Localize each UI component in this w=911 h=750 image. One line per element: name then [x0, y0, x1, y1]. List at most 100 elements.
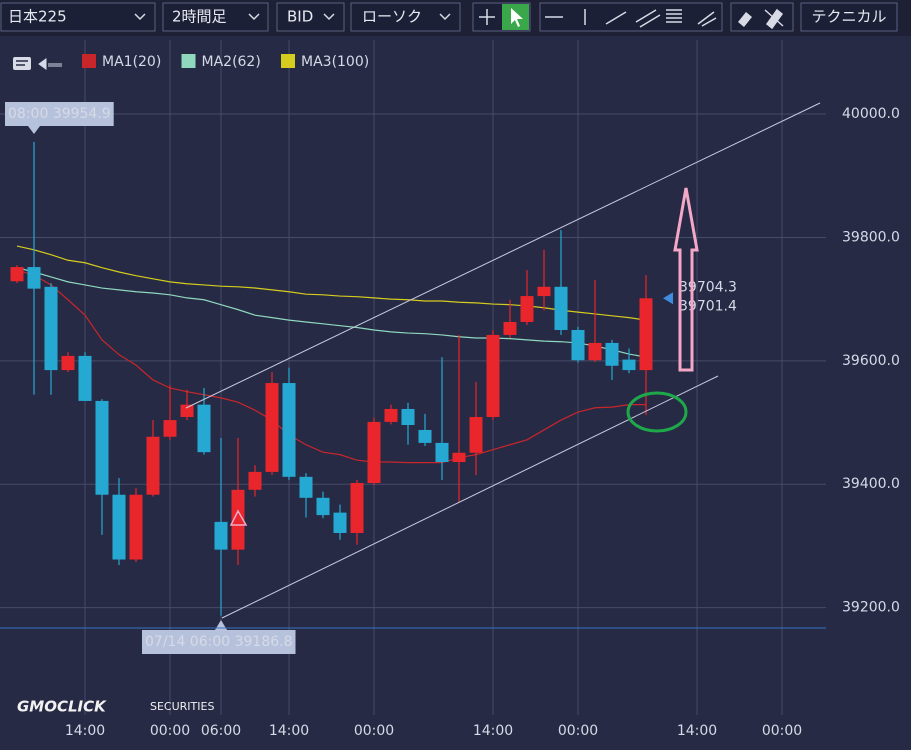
button[interactable] [800, 2, 898, 32]
candle-body [469, 416, 483, 453]
candle-body [44, 286, 58, 371]
candle-body [333, 512, 347, 533]
price-type-select[interactable]: BID [276, 2, 345, 32]
candle-body [571, 329, 585, 361]
candle-body [10, 267, 24, 282]
symbol-select[interactable]: 日本225 [0, 2, 156, 32]
symbol[interactable]: 日本225 [8, 8, 67, 26]
x-tick-label: 14:00 [269, 723, 309, 739]
crosshair-button[interactable] [479, 9, 495, 25]
collapse-icon[interactable] [38, 58, 62, 70]
candle-body [452, 452, 466, 463]
timeframe[interactable]: 2時間足 [172, 8, 227, 26]
candle-body [129, 494, 143, 560]
x-tick-label: 14:00 [65, 723, 105, 739]
ma-line [16, 267, 647, 358]
dropdown[interactable] [350, 2, 461, 32]
trend-line [221, 375, 719, 619]
candle-body [299, 476, 313, 498]
candle-body [588, 342, 602, 361]
x-tick-label: 00:00 [762, 723, 802, 739]
candle-body [27, 267, 41, 289]
erase-all-button[interactable] [764, 8, 784, 30]
chevron [248, 13, 260, 21]
channel-button[interactable] [635, 9, 661, 28]
candle-body [537, 286, 551, 297]
candle-body [350, 483, 364, 533]
chevron [323, 13, 335, 21]
technical[interactable]: テクニカル [811, 8, 886, 26]
chevron [439, 13, 451, 21]
x-tick-label: 00:00 [558, 723, 598, 739]
comment-lines [16, 60, 28, 66]
candle-body [78, 355, 92, 401]
dropdown[interactable] [162, 2, 269, 32]
candle-body [486, 334, 500, 417]
candle-body [265, 383, 279, 472]
candle-body [231, 489, 245, 550]
candle-body [418, 429, 432, 443]
y-tick-label: 39200.0 [842, 600, 900, 616]
candle-body [639, 298, 653, 371]
legend-swatch [281, 54, 295, 68]
candle-body [112, 494, 126, 560]
x-tick-label: 06:00 [201, 723, 241, 739]
chart-style[interactable]: ローソク [362, 8, 422, 26]
annotation-box [5, 102, 114, 126]
candle-body [520, 296, 534, 322]
annotation-pointer [28, 126, 40, 134]
candle-body [214, 521, 228, 550]
y-tick-label: 40000.0 [842, 106, 900, 122]
candle-body [503, 321, 517, 335]
price-type[interactable]: BID [287, 8, 313, 26]
button-group [730, 2, 794, 32]
cursor-icon [511, 8, 523, 27]
legend-label: MA1(20) [102, 54, 161, 70]
y-tick-label: 39600.0 [842, 353, 900, 369]
annotation-box [142, 630, 296, 654]
candle-body [435, 442, 449, 463]
annotation: 08:00 39954.9 [5, 102, 114, 134]
dropdown[interactable] [276, 2, 345, 32]
annotation-text: 07/14 06:00 39186.8 [145, 634, 293, 650]
comment-icon[interactable] [13, 57, 31, 70]
trendline-button[interactable] [605, 11, 627, 25]
logo-brand: GMOCLICK [17, 698, 107, 716]
timeframe-select[interactable]: 2時間足 [162, 2, 269, 32]
highlight-circle [626, 391, 688, 433]
candle-body [401, 408, 415, 426]
button-group [539, 2, 723, 32]
candle-body [622, 359, 636, 371]
technical-button[interactable]: テクニカル [800, 2, 898, 32]
legend-icons [13, 57, 62, 70]
chevron [134, 13, 146, 21]
candle-body [554, 286, 568, 330]
fan-button[interactable] [697, 11, 717, 27]
eraser-button[interactable] [738, 12, 752, 27]
legend-label: MA2(62) [202, 54, 261, 70]
fibo-button[interactable] [666, 9, 682, 23]
signal-marker [229, 509, 248, 526]
candle-body [163, 420, 177, 437]
annotation-text: 08:00 39954.9 [8, 106, 111, 122]
legend-label: MA3(100) [301, 54, 369, 70]
candle-body [248, 471, 262, 490]
candle-body [605, 342, 619, 366]
x-tick-label: 14:00 [473, 723, 513, 739]
ma-line [16, 245, 647, 321]
dropdown[interactable] [0, 2, 156, 32]
candle-body [146, 436, 160, 495]
x-tick-label: 00:00 [150, 723, 190, 739]
x-tick-label: 00:00 [354, 723, 394, 739]
chart-style-select[interactable]: ローソク [350, 2, 461, 32]
annotation: 07/14 06:00 39186.8 [142, 620, 296, 654]
candle-body [61, 355, 75, 371]
logo-sub: SECURITIES [150, 700, 214, 713]
price-marker [663, 292, 673, 305]
x-tick-label: 14:00 [677, 723, 717, 739]
price-label: 39701.4 [679, 298, 737, 314]
candle-body [95, 400, 109, 495]
candle-body [384, 408, 398, 422]
